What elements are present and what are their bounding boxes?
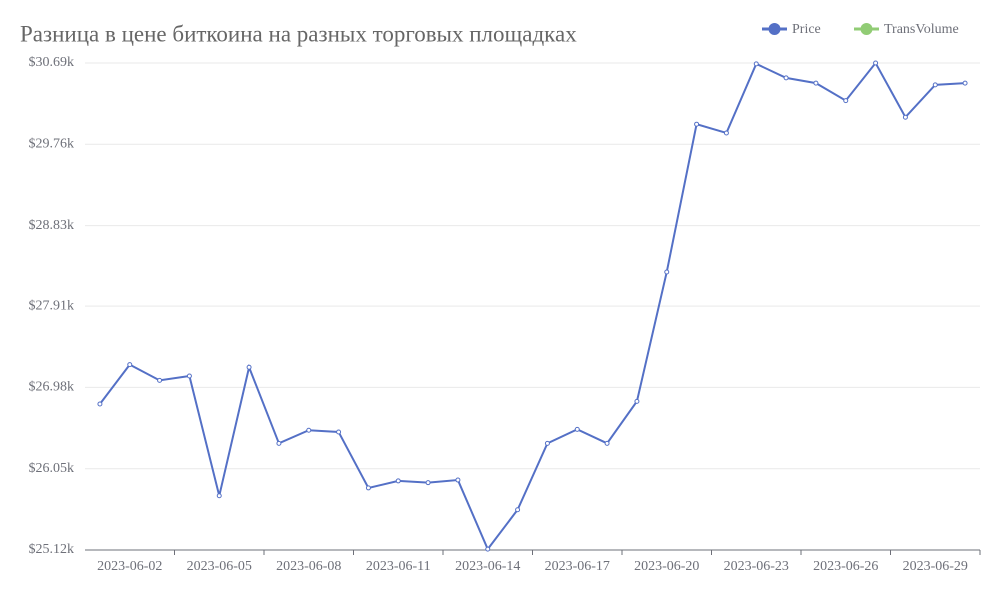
point (843, 98, 849, 104)
point (246, 364, 252, 370)
point (186, 373, 192, 379)
legend-label: Price (792, 22, 821, 37)
point (485, 546, 491, 552)
y-tick-label: $26.05k (29, 461, 75, 476)
point (515, 507, 521, 513)
x-tick-label: 2023-06-26 (813, 559, 878, 574)
x-tick-label: 2023-06-20 (634, 559, 699, 574)
point (604, 440, 610, 446)
legend-label: TransVolume (884, 22, 959, 37)
point (902, 114, 908, 120)
y-tick-label: $29.76k (29, 137, 75, 152)
y-tick-label: $28.83k (29, 218, 75, 233)
point (216, 493, 222, 499)
x-tick-label: 2023-06-17 (545, 559, 610, 574)
y-tick-label: $26.98k (29, 380, 75, 395)
point (306, 427, 312, 433)
legend-dot (860, 23, 873, 35)
point (455, 477, 461, 483)
point (574, 426, 580, 432)
x-tick-label: 2023-06-23 (724, 559, 789, 574)
x-tick-label: 2023-06-29 (903, 559, 968, 574)
legend-dot (768, 23, 781, 35)
point (97, 401, 103, 407)
x-tick-label: 2023-06-05 (187, 559, 252, 574)
point (932, 82, 938, 88)
point (395, 478, 401, 484)
y-tick-label: $30.69k (29, 55, 75, 70)
point (783, 75, 789, 81)
point (634, 398, 640, 404)
point (694, 121, 700, 127)
point (664, 269, 670, 275)
y-tick-label: $27.91k (29, 298, 75, 313)
x-tick-label: 2023-06-02 (97, 559, 162, 574)
point (873, 60, 879, 66)
point (544, 440, 550, 446)
point (127, 362, 133, 368)
point (425, 480, 431, 486)
point (157, 377, 163, 383)
point (753, 61, 759, 67)
point (723, 130, 729, 136)
point (813, 80, 819, 86)
x-tick-label: 2023-06-14 (455, 559, 520, 574)
x-tick-label: 2023-06-08 (276, 559, 341, 574)
x-tick-label: 2023-06-11 (366, 559, 431, 574)
price-line (99, 61, 966, 552)
point (365, 485, 371, 491)
chart-title: Разница в цене биткоина на разных торгов… (20, 21, 577, 46)
point (276, 440, 282, 446)
y-tick-label: $25.12k (29, 542, 75, 557)
point (962, 80, 968, 86)
point (336, 429, 342, 435)
